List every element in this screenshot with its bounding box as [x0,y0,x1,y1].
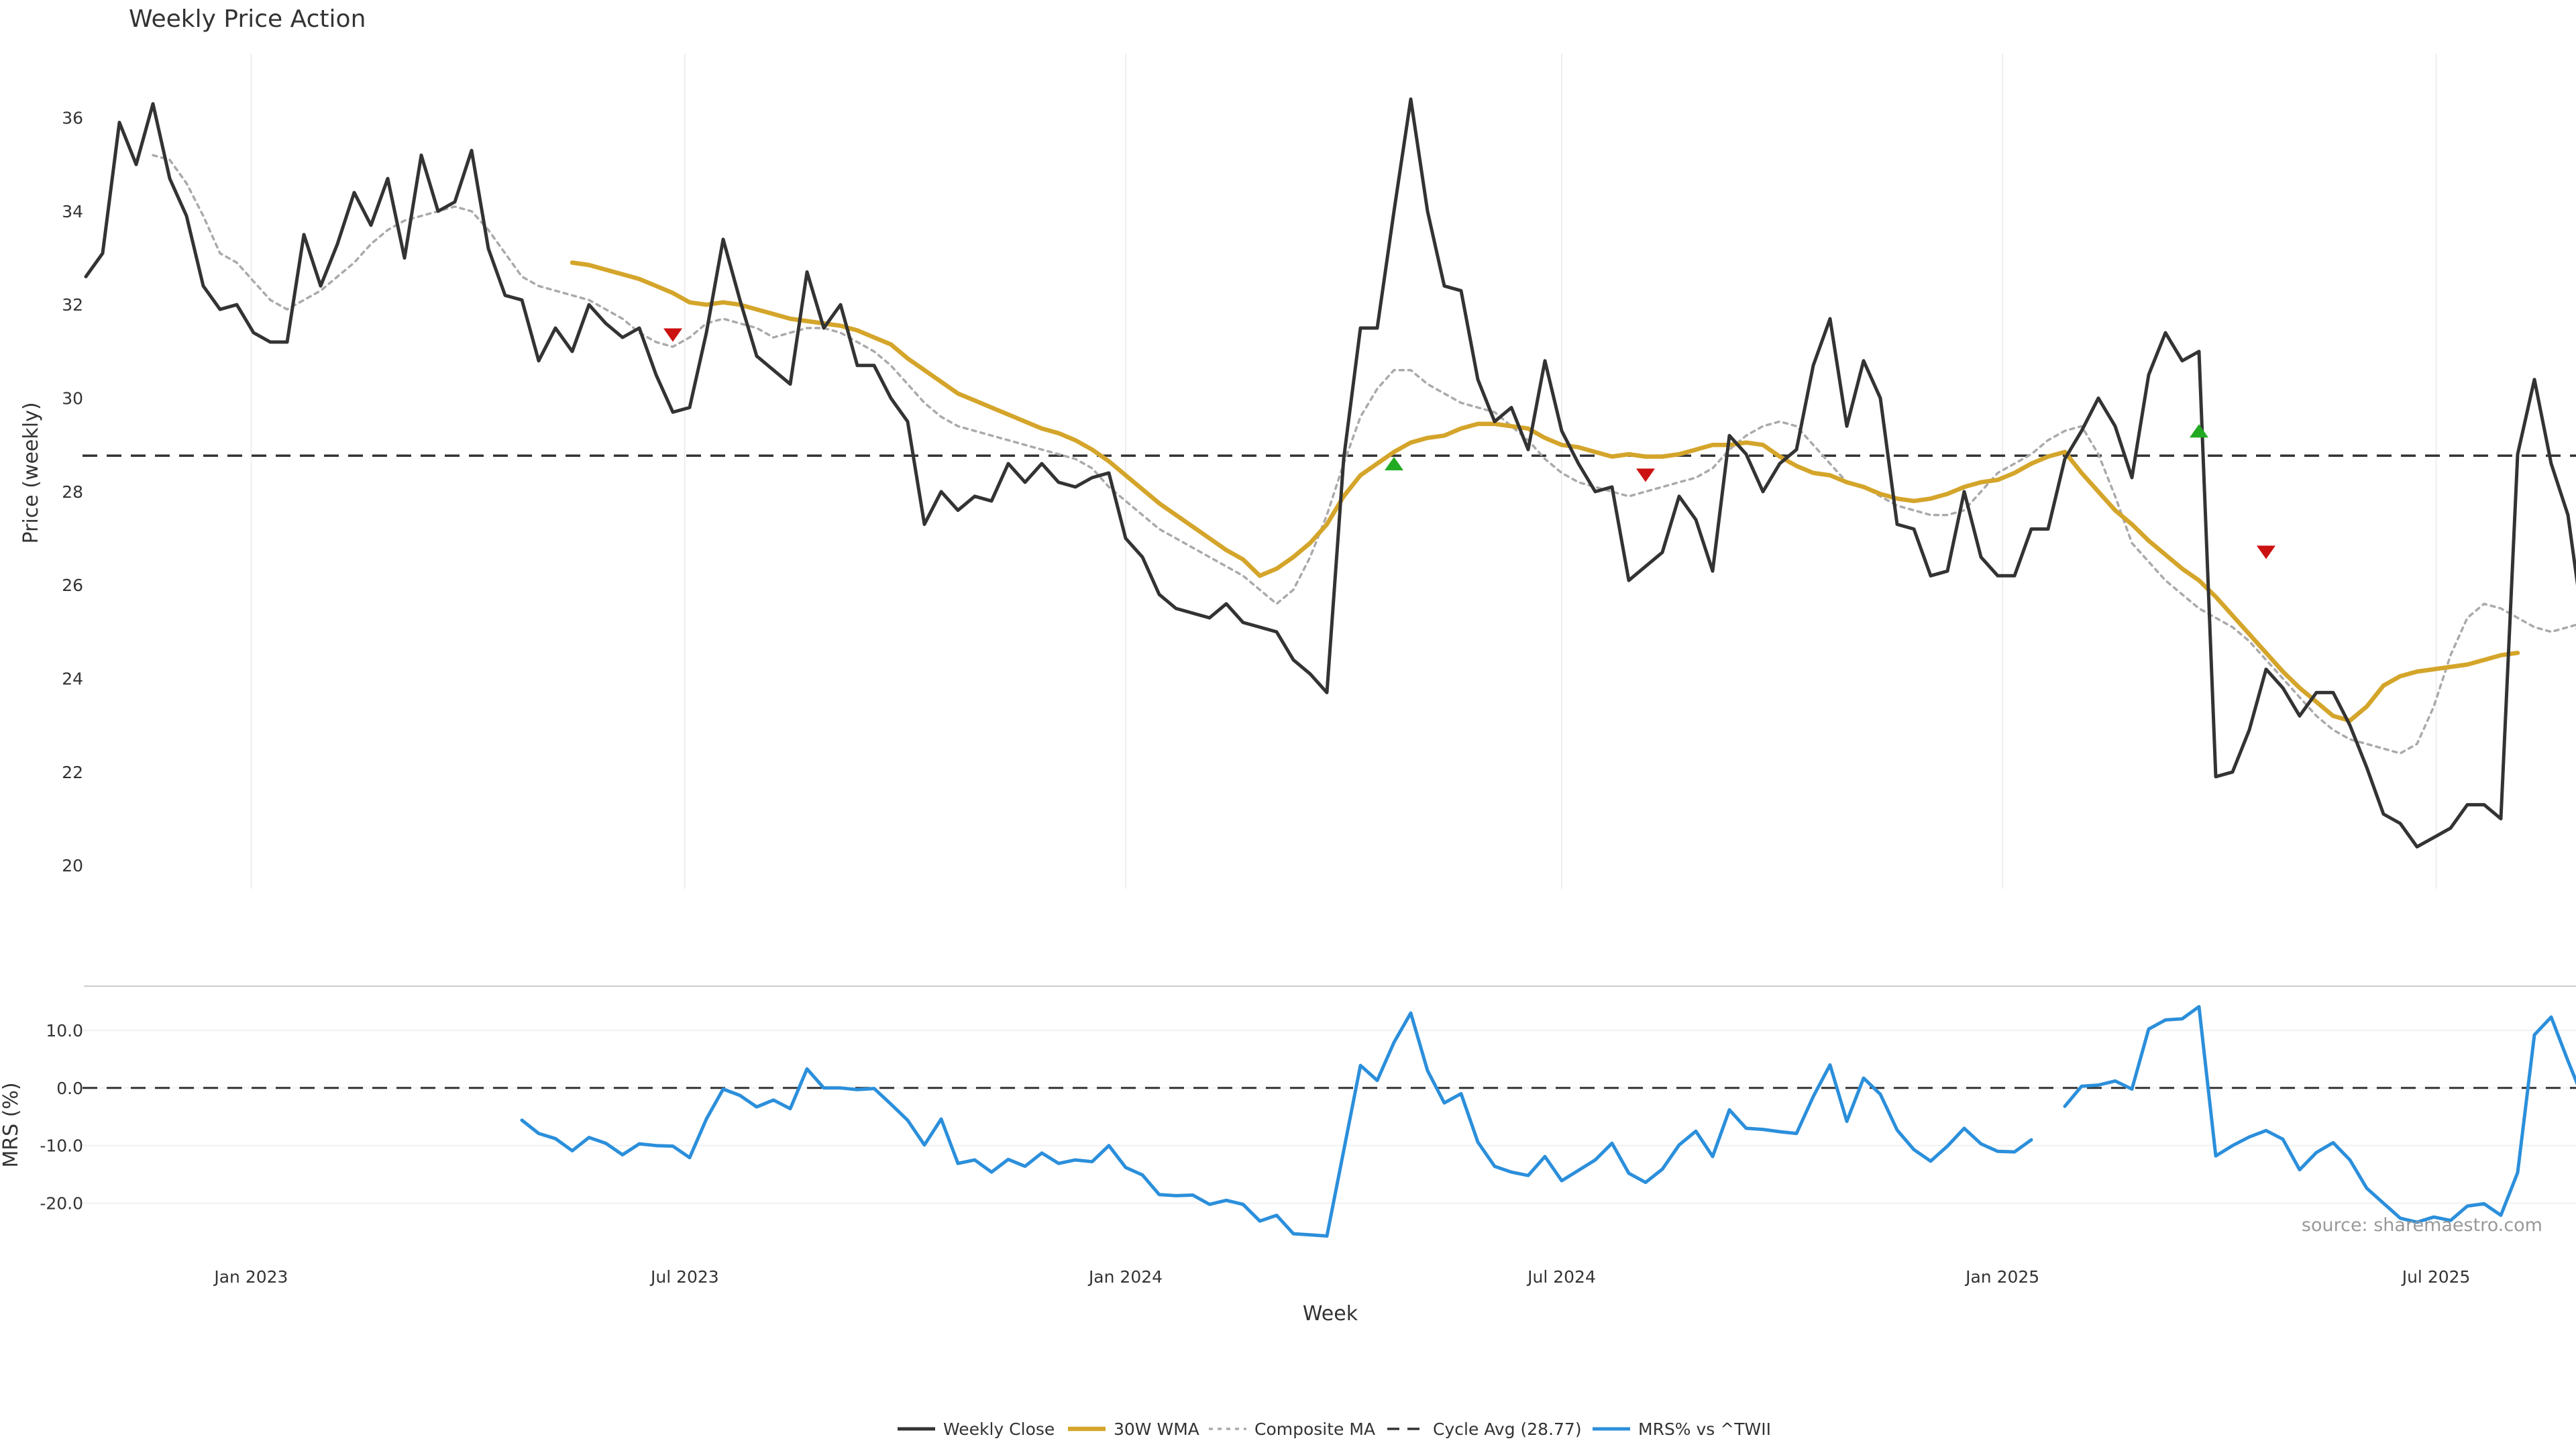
mrs-y-tick-2: -10.0 [40,1136,83,1156]
x-tick-label-4: Jan 2025 [1964,1267,2039,1287]
x-tick-label-2: Jan 2024 [1087,1267,1163,1287]
series-30w-wma-line [570,260,2520,723]
x-axis: Jan 2023 Jul 2023 Jan 2024 Jul 2024 Jan 2025… [213,1267,2470,1287]
price-y-tick-7: 34 [62,202,83,221]
price-y-tick-2: 24 [62,669,83,689]
price-y-tick-4: 28 [62,482,83,502]
x-tick-label-5: Jul 2025 [2401,1267,2471,1287]
mrs-y-tick-0: 10.0 [46,1021,83,1040]
legend-label-1: 30W WMA [1114,1419,1199,1439]
price-y-tick-6: 32 [62,295,83,315]
price-y-tick-3: 26 [62,576,83,595]
price-y-axis-label: Price (weekly) [19,402,43,543]
legend-label-0: Weekly Close [943,1419,1055,1439]
legend: Weekly Close 30W WMA Composite MA Cycle Avg… [898,1419,1771,1439]
signal-buy-3 [2190,424,2208,438]
series-composite-ma-line [152,154,2576,755]
legend-label-4: MRS% vs ^TWII [1638,1419,1771,1439]
signal-markers [663,328,2576,629]
price-y-axis: 20 22 24 26 28 30 32 34 36 [62,109,83,876]
price-y-tick-0: 20 [62,856,83,875]
mrs-y-axis: 10.0 0.0 -10.0 -20.0 [40,1021,2576,1214]
mrs-y-tick-1: 0.0 [56,1079,83,1098]
mrs-series [83,1005,2576,1238]
legend-label-2: Composite MA [1254,1419,1375,1439]
x-tick-label-3: Jul 2024 [1526,1267,1596,1287]
vertical-gridlines [250,54,2437,889]
series-mrs-line-segment-1 [2063,1005,2576,1224]
mrs-y-tick-3: -20.0 [40,1194,83,1214]
price-y-tick-8: 36 [62,109,83,128]
signal-sell-0 [663,328,682,342]
x-tick-label-0: Jan 2023 [213,1267,288,1287]
series-mrs-line-segment-0 [520,1011,2033,1238]
series-weekly-close-line [84,97,2576,849]
price-series [83,97,2576,849]
chart-title: Weekly Price Action [129,5,366,33]
signal-buy-1 [1385,457,1403,471]
signal-sell-2 [1636,468,1655,482]
x-tick-label-1: Jul 2023 [649,1267,719,1287]
mrs-panel: 10.0 0.0 -10.0 -20.0 MRS (%) [0,1005,2576,1238]
price-panel: 20 22 24 26 28 30 32 34 36 Price (weekly) [19,97,2576,876]
x-axis-label: Week [1303,1302,1358,1326]
legend-label-3: Cycle Avg (28.77) [1433,1419,1582,1439]
signal-sell-4 [2257,545,2275,559]
price-y-tick-1: 22 [62,763,83,782]
mrs-y-axis-label: MRS (%) [0,1082,23,1167]
price-y-tick-5: 30 [62,389,83,409]
source-note: source: sharemaestro.com [2302,1215,2542,1236]
